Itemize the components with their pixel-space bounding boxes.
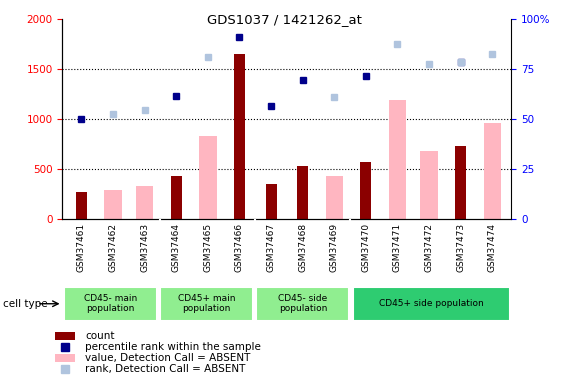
Text: value, Detection Call = ABSENT: value, Detection Call = ABSENT — [85, 353, 251, 363]
Bar — [56, 354, 76, 362]
Bar — [105, 190, 122, 219]
Bar — [171, 176, 182, 219]
Bar — [64, 287, 157, 321]
Bar — [483, 123, 501, 219]
Bar — [360, 162, 371, 219]
Text: GSM37464: GSM37464 — [172, 223, 181, 272]
Text: GSM37461: GSM37461 — [77, 223, 86, 272]
Text: GDS1037 / 1421262_at: GDS1037 / 1421262_at — [207, 13, 361, 26]
Text: CD45- side
population: CD45- side population — [278, 294, 328, 314]
Bar — [265, 184, 277, 219]
Text: GSM37467: GSM37467 — [266, 223, 275, 272]
Text: rank, Detection Call = ABSENT: rank, Detection Call = ABSENT — [85, 364, 246, 374]
Bar — [56, 332, 76, 340]
Text: CD45- main
population: CD45- main population — [84, 294, 137, 314]
Text: GSM37468: GSM37468 — [298, 223, 307, 272]
Bar — [455, 146, 466, 219]
Text: GSM37466: GSM37466 — [235, 223, 244, 272]
Text: GSM37465: GSM37465 — [203, 223, 212, 272]
Text: GSM37463: GSM37463 — [140, 223, 149, 272]
Text: cell type: cell type — [3, 299, 48, 309]
Text: CD45+ side population: CD45+ side population — [379, 299, 483, 308]
Text: GSM37471: GSM37471 — [393, 223, 402, 272]
Text: GSM37472: GSM37472 — [424, 223, 433, 272]
Text: percentile rank within the sample: percentile rank within the sample — [85, 342, 261, 352]
Bar — [353, 287, 509, 321]
Text: GSM37474: GSM37474 — [488, 223, 497, 272]
Bar — [136, 186, 153, 219]
Text: GSM37469: GSM37469 — [330, 223, 339, 272]
Bar — [325, 176, 343, 219]
Text: count: count — [85, 331, 115, 341]
Bar — [420, 151, 438, 219]
Bar — [160, 287, 253, 321]
Text: GSM37470: GSM37470 — [361, 223, 370, 272]
Bar — [256, 287, 349, 321]
Bar — [297, 166, 308, 219]
Bar — [199, 136, 216, 219]
Bar — [76, 192, 87, 219]
Bar — [389, 100, 406, 219]
Text: GSM37462: GSM37462 — [108, 223, 118, 272]
Text: CD45+ main
population: CD45+ main population — [178, 294, 236, 314]
Bar — [234, 54, 245, 219]
Text: GSM37473: GSM37473 — [456, 223, 465, 272]
